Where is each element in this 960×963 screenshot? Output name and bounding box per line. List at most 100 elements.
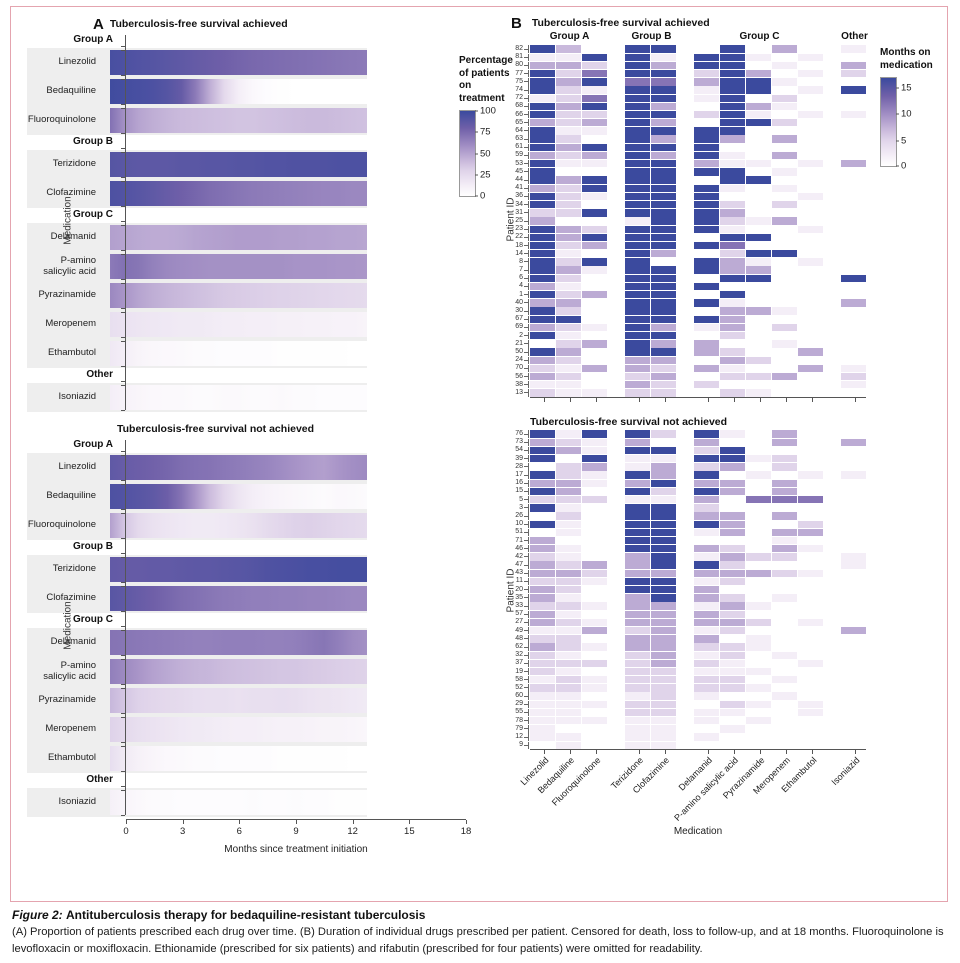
b-cell — [625, 135, 650, 143]
b-cells — [528, 512, 867, 520]
b-cell — [651, 53, 676, 61]
b-cell — [556, 315, 581, 323]
b-patient-id: 20 — [515, 585, 523, 593]
b-cell — [556, 528, 581, 537]
axis-tick — [524, 277, 528, 279]
b-cell — [556, 135, 581, 143]
b-patient-row: 50 — [503, 348, 949, 356]
b-cell — [530, 651, 555, 659]
b-cell — [530, 569, 555, 578]
b-patient-id: 75 — [515, 77, 523, 85]
b-patient-id: 9 — [519, 741, 523, 749]
b-patient-row: 15 — [503, 487, 949, 496]
axis-tick — [524, 228, 528, 230]
b-cell — [556, 143, 581, 152]
b-patient-id: 46 — [515, 544, 523, 552]
b-patient-row: 13 — [503, 389, 949, 397]
axis-tick — [524, 48, 528, 50]
axis-tick — [896, 87, 899, 89]
b-cell — [772, 479, 797, 487]
b-cell — [746, 299, 771, 307]
b-patient-id: 3 — [519, 503, 523, 511]
b-cell — [772, 110, 797, 119]
b-cell — [694, 266, 719, 274]
b-cells — [528, 602, 867, 610]
panel-a-title-row: A Tuberculosis-free survival achieved — [21, 15, 495, 33]
axis-tick — [121, 181, 125, 182]
b-cell — [582, 274, 607, 283]
b-cell — [556, 110, 581, 119]
axis-tick — [524, 220, 528, 222]
b-cell — [694, 94, 719, 102]
b-cell — [798, 536, 823, 545]
b-cell — [651, 463, 676, 471]
b-patient-row: 28 — [503, 463, 949, 471]
b-patient-id: 49 — [515, 626, 523, 634]
b-cell — [582, 217, 607, 225]
axis-tick — [121, 221, 125, 222]
b-cell — [556, 307, 581, 315]
legend-title-line: treatment — [459, 92, 505, 104]
b-cell — [720, 676, 745, 684]
b-cell — [530, 610, 555, 618]
b-cells — [528, 102, 867, 111]
b-cell — [530, 446, 555, 455]
b-patient-id: 28 — [515, 462, 523, 470]
b-cell — [651, 389, 676, 397]
b-cell — [746, 53, 771, 61]
b-cell — [772, 455, 797, 463]
a-group-label: Group A — [73, 439, 113, 451]
b-cell — [746, 192, 771, 201]
b-cell — [694, 168, 719, 176]
b-cell — [651, 741, 676, 749]
b-cell — [841, 307, 866, 315]
b-cell — [720, 315, 745, 323]
b-cell — [582, 626, 607, 635]
b-cell — [530, 209, 555, 217]
b-cell — [556, 569, 581, 578]
b-patient-row: 27 — [503, 618, 949, 627]
b-patient-id: 24 — [515, 356, 523, 364]
b-cell — [841, 618, 866, 627]
b-cell — [720, 618, 745, 627]
b-patient-row: 37 — [503, 659, 949, 668]
legend-tick-label: 100 — [480, 105, 496, 117]
b-cell — [625, 635, 650, 643]
b-cell — [720, 692, 745, 700]
a-medication-label: Ethambutol — [47, 347, 97, 359]
b-cell — [798, 659, 823, 668]
axis-tick — [524, 105, 528, 107]
b-cell — [582, 733, 607, 741]
b-cell — [625, 717, 650, 725]
b-cell — [625, 258, 650, 266]
a-group-header-row: Group B — [21, 540, 495, 555]
b-cell — [582, 602, 607, 610]
axis-tick — [524, 736, 528, 738]
b-cell — [772, 553, 797, 561]
axis-tick — [524, 531, 528, 533]
a-medication-label: P-amino salicylic acid — [43, 255, 97, 277]
b-cell — [720, 651, 745, 659]
b-cell — [841, 389, 866, 397]
axis-tick — [121, 104, 125, 105]
legend-tick: 10 — [896, 109, 912, 120]
b-cell — [798, 553, 823, 561]
axis-tick — [811, 750, 813, 755]
b-cell — [798, 635, 823, 643]
axis-tick — [524, 253, 528, 255]
b-patient-id: 57 — [515, 610, 523, 618]
b-patient-id: 56 — [515, 372, 523, 380]
b-cell — [798, 119, 823, 127]
b-cell — [720, 610, 745, 618]
b-patient-row: 64 — [503, 127, 949, 135]
axis-tick — [524, 146, 528, 148]
b-cell — [841, 577, 866, 586]
b-cell — [798, 209, 823, 217]
axis-tick — [296, 820, 297, 824]
b-patient-row: 10 — [503, 520, 949, 528]
b-cell — [694, 717, 719, 725]
b-cell — [530, 315, 555, 323]
a-medication-label: Linezolid — [58, 461, 97, 473]
b-cell — [772, 586, 797, 594]
legend-tick: 25 — [475, 170, 491, 181]
